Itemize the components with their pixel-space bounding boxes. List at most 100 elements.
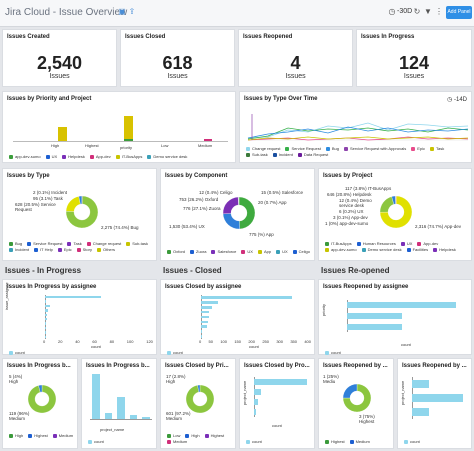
bar[interactable]	[201, 335, 202, 338]
legend-item[interactable]: Zuora	[190, 249, 206, 254]
legend-item[interactable]: Human Resources	[356, 241, 396, 246]
donut-issues-by-type[interactable]	[65, 195, 99, 229]
legend-item[interactable]: Bug	[325, 146, 339, 151]
bar[interactable]	[45, 313, 47, 316]
donut-slice-helpdesk[interactable]	[379, 196, 395, 213]
bar[interactable]	[347, 302, 457, 309]
bar[interactable]	[45, 309, 48, 312]
bar[interactable]	[254, 379, 307, 385]
legend-item[interactable]: Demo service desk	[361, 247, 402, 252]
bar[interactable]	[254, 399, 258, 405]
bar[interactable]	[45, 326, 46, 330]
donut-slice-high[interactable]	[197, 384, 201, 393]
legend-item[interactable]: Story	[76, 247, 92, 252]
donut-slice-bug[interactable]	[65, 195, 99, 229]
donut-slice-service-request[interactable]	[65, 196, 81, 212]
legend-item[interactable]: Salesforce	[211, 249, 236, 254]
legend-item[interactable]: Epic	[57, 247, 72, 252]
clock-icon[interactable]: ◷	[388, 7, 396, 16]
donut-slice-medium[interactable]	[27, 384, 57, 414]
bar-medium[interactable]	[204, 139, 212, 141]
bar[interactable]	[45, 335, 46, 338]
donut-issues-by-component[interactable]	[222, 196, 256, 230]
save-icon[interactable]: ▣	[118, 7, 126, 16]
bar[interactable]	[412, 408, 429, 416]
bar[interactable]	[45, 317, 47, 321]
legend-item[interactable]: Medium	[349, 439, 370, 444]
legend-item[interactable]: Sub-task	[126, 241, 148, 246]
donut-slice-medium[interactable]	[342, 383, 358, 399]
bar-priority-segment[interactable]	[124, 139, 133, 141]
legend-item[interactable]: UX	[276, 249, 288, 254]
bar[interactable]	[104, 413, 113, 419]
legend-item[interactable]: UX	[241, 249, 253, 254]
bar[interactable]	[201, 305, 212, 309]
bar[interactable]	[347, 313, 402, 319]
donut-slice-ux[interactable]	[238, 196, 256, 230]
legend-item[interactable]: Change request	[86, 241, 121, 246]
bar[interactable]	[201, 330, 203, 333]
bar[interactable]	[201, 310, 210, 314]
legend-item[interactable]: Epic	[411, 146, 425, 151]
legend-item[interactable]: Data Request	[297, 152, 328, 157]
bar[interactable]	[45, 295, 101, 299]
legend-item[interactable]: Oxford	[167, 249, 185, 254]
bar[interactable]	[45, 300, 46, 303]
bar[interactable]	[92, 374, 100, 419]
bar[interactable]	[412, 380, 429, 388]
legend-item[interactable]: Highest	[204, 433, 224, 438]
legend-item[interactable]: Medium	[52, 433, 73, 438]
bar[interactable]	[117, 396, 125, 419]
legend-item[interactable]: IT-BusApps	[325, 241, 352, 246]
bar[interactable]	[201, 296, 292, 299]
bar[interactable]	[45, 322, 46, 325]
legend-item[interactable]: Medium	[167, 439, 187, 444]
legend-item[interactable]: Service Request	[27, 241, 62, 246]
legend-item[interactable]: app-dev-sumo	[9, 154, 41, 159]
donut-slice-highest[interactable]	[342, 383, 372, 413]
bar[interactable]	[254, 409, 256, 415]
legend-item[interactable]: Change request	[246, 146, 280, 151]
legend-item[interactable]: Celigo	[292, 249, 310, 254]
legend-item[interactable]: count	[88, 439, 104, 444]
filter-icon[interactable]: ▼	[424, 7, 432, 16]
legend-item[interactable]: App-dev	[89, 154, 111, 159]
legend-item[interactable]: UX	[45, 154, 57, 159]
legend-item[interactable]: Facilities	[406, 247, 428, 252]
bar[interactable]	[347, 323, 402, 330]
legend-item[interactable]: Demo service desk	[147, 154, 187, 159]
donut-inprog-priority[interactable]	[27, 384, 57, 414]
legend-item[interactable]: IT-BusApps	[115, 154, 142, 159]
time-range-selector[interactable]: -30D	[397, 8, 413, 15]
legend-item[interactable]: High	[9, 433, 23, 438]
legend-item[interactable]: Highest	[28, 433, 48, 438]
legend-item[interactable]: Sub-task	[246, 152, 268, 157]
bar[interactable]	[201, 325, 207, 329]
legend-item[interactable]: Helpdesk	[433, 247, 456, 252]
legend-item[interactable]: App-dev	[417, 241, 438, 246]
panel-time-range[interactable]: ◷ -14D	[447, 96, 467, 103]
donut-slice-high[interactable]	[38, 384, 43, 393]
bar[interactable]	[201, 300, 218, 304]
legend-item[interactable]: Incident	[272, 152, 293, 157]
bar[interactable]	[201, 320, 208, 324]
legend-item[interactable]: Highest	[325, 439, 345, 444]
legend-item[interactable]: count	[9, 350, 25, 355]
legend-item[interactable]: Helpdesk	[62, 154, 85, 159]
refresh-icon[interactable]: ↻	[413, 7, 421, 16]
donut-slice-app-dev[interactable]	[379, 195, 413, 229]
donut-issues-by-project[interactable]	[379, 195, 413, 229]
legend-item[interactable]: count	[167, 350, 183, 355]
legend-item[interactable]: Task	[429, 146, 444, 151]
bar-high[interactable]	[58, 127, 67, 141]
bar[interactable]	[254, 389, 261, 395]
bar[interactable]	[45, 304, 51, 308]
bar-priority[interactable]	[124, 116, 133, 141]
legend-item[interactable]: Service Request with Approvals	[343, 146, 406, 151]
add-panel-button[interactable]: Add Panel	[446, 6, 472, 19]
bar[interactable]	[201, 315, 210, 319]
more-icon[interactable]: ⋮	[435, 7, 443, 16]
bar[interactable]	[45, 331, 46, 334]
legend-item[interactable]: Low	[167, 433, 180, 438]
legend-item[interactable]: Incident	[9, 247, 29, 252]
